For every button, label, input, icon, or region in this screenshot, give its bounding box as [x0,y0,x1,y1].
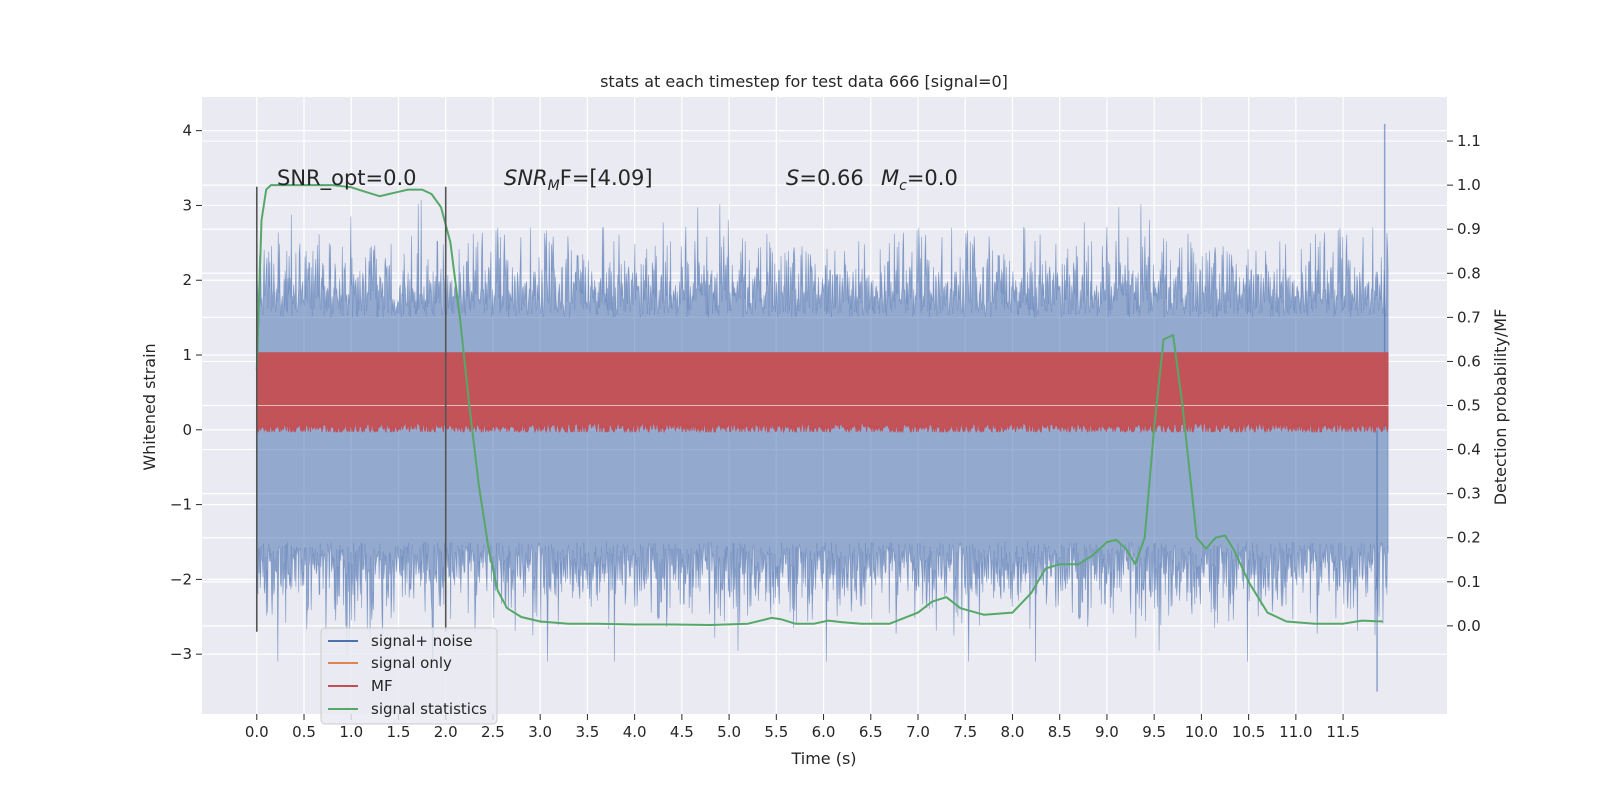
y-left-tick-label: 4 [182,122,192,140]
x-tick-label: 3.0 [528,723,552,741]
y-left-tick-label: −1 [170,496,192,514]
x-axis-label: Time (s) [790,749,856,768]
y-axis-left-label: Whitened strain [140,343,159,470]
y-axis-right-label: Detection probability/MF [1491,309,1510,506]
y-right-tick-label: 0.1 [1457,573,1481,591]
y-right-tick-label: 0.9 [1457,220,1481,238]
y-right-tick-label: 0.5 [1457,397,1481,415]
annotation-stat-s: S=0.66 [786,166,864,190]
y-right-tick-label: 0.4 [1457,441,1481,459]
y-right-tick-label: 0.0 [1457,617,1481,635]
x-tick-label: 5.5 [764,723,788,741]
y-right-tick-label: 1.1 [1457,132,1481,150]
legend-label-signal-noise: signal+ noise [371,632,473,650]
y-right-tick-label: 0.6 [1457,352,1481,370]
x-axis-ticks: 0.0 0.5 1.0 1.5 2.0 2.5 3.0 3.5 4.0 4.5 5.0 5.5 6.0 6… [245,714,1360,741]
x-tick-label: 4.0 [623,723,647,741]
annotation-stat-s-main: S [786,166,799,190]
y-left-tick-label: 3 [182,196,192,214]
legend-label-signal-only: signal only [371,654,452,672]
annotation-snr-opt: SNR_opt=0.0 [277,166,417,191]
annotation-stat-mc-main: M [881,166,899,190]
annotation-snr-mf-main: SNR [504,166,548,190]
annotation-stat-mc-tail: =0.0 [907,166,958,190]
series-signal-statistics-line [255,184,1383,626]
series-signal-statistics [255,184,1383,626]
x-tick-label: 9.0 [1095,723,1119,741]
y-right-tick-label: 0.2 [1457,529,1481,547]
annotation-snr-mf-tail: F=[4.09] [560,166,653,190]
x-tick-label: 10.5 [1232,723,1265,741]
legend-box [320,627,498,725]
legend-label-mf: MF [371,677,393,695]
x-tick-label: 8.5 [1048,723,1072,741]
y-left-tick-label: −2 [170,570,192,588]
y-axis-right-ticks: 1.1 1.0 0.9 0.8 0.7 0.6 0.5 0.4 0.3 0.2 0.1 0.0 [1447,132,1481,635]
x-tick-label: 4.5 [670,723,694,741]
x-tick-label: 0.0 [245,723,269,741]
series-mf-band [256,352,1389,434]
y-left-tick-label: 0 [182,421,192,439]
x-tick-label: 11.5 [1326,723,1359,741]
x-tick-label: 9.5 [1142,723,1166,741]
y-axis-left-ticks: 4 3 2 1 0 −1 −2 −3 [170,122,202,663]
y-right-tick-label: 0.8 [1457,264,1481,282]
y-left-tick-label: −3 [170,645,192,663]
x-tick-label: 1.5 [387,723,411,741]
annotation-snr-mf: SNRMF=[4.09] [504,166,653,194]
series-mf [256,352,1389,434]
y-right-tick-label: 0.3 [1457,485,1481,503]
chart-title: stats at each timestep for test data 666… [600,72,1008,91]
x-tick-label: 10.0 [1185,723,1218,741]
x-tick-label: 5.0 [717,723,741,741]
x-tick-label: 7.5 [953,723,977,741]
annotation-snr-mf-sub: M [548,178,560,194]
legend: signal+ noise signal only MF signal stat… [320,627,498,725]
legend-label-signal-statistics: signal statistics [371,700,487,718]
x-tick-label: 2.0 [434,723,458,741]
x-tick-label: 6.5 [859,723,883,741]
y-right-tick-label: 0.7 [1457,308,1481,326]
y-left-tick-label: 1 [182,346,192,364]
annotation-stat-s-tail: =0.66 [799,166,863,190]
x-tick-label: 2.5 [481,723,505,741]
annotation-stat-mc-sub: c [899,178,907,194]
annotation-stat-mc: Mc=0.0 [881,166,958,194]
x-tick-label: 0.5 [292,723,316,741]
x-tick-label: 3.5 [575,723,599,741]
x-tick-label: 6.0 [812,723,836,741]
window-markers [255,186,447,632]
x-tick-label: 7.0 [906,723,930,741]
x-tick-label: 8.0 [1001,723,1025,741]
y-left-tick-label: 2 [182,271,192,289]
x-tick-label: 1.0 [339,723,363,741]
x-tick-label: 11.0 [1279,723,1312,741]
y-right-tick-label: 1.0 [1457,176,1481,194]
